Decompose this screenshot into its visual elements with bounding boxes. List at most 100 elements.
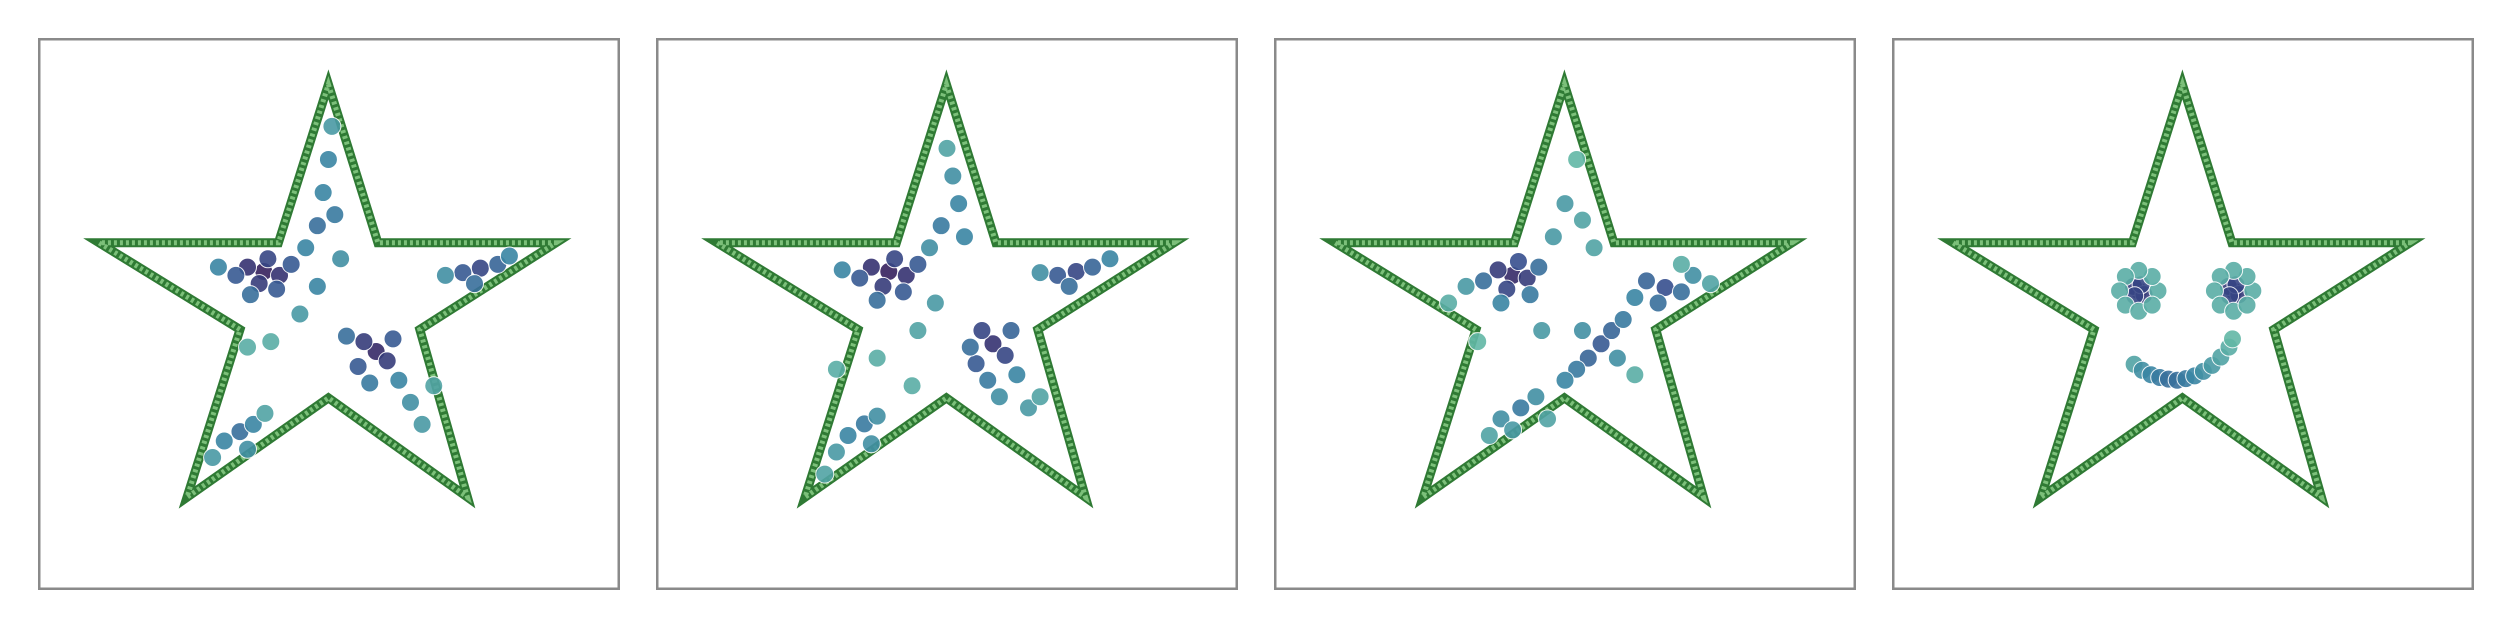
scatter-point [267,279,287,299]
scatter-point [1648,293,1668,313]
scatter-point [885,249,905,269]
star-outline [1953,84,2410,497]
scatter-point [867,290,887,310]
scatter-point [1511,398,1531,418]
scatter-point [348,356,368,376]
panel-frame [38,38,620,590]
scatter-point [1538,409,1558,429]
panel-frame [1274,38,1856,590]
scatter-point [902,376,922,396]
scatter-point [1701,274,1720,294]
scatter-point [1474,271,1494,291]
scatter-point [937,138,957,158]
scatter-point [1468,332,1488,352]
scatter-point [1584,238,1604,258]
scatter-point [908,321,928,341]
scatter-point [983,334,1003,354]
scatter-point [354,332,374,352]
scatter-point [307,276,327,296]
scatter-point [1007,365,1027,385]
panel-frame [1892,38,2474,590]
scatter-point [1439,293,1459,313]
points [1439,149,1720,445]
scatter-point [331,249,351,269]
points [2110,260,2263,390]
scatter-point [203,448,223,468]
scatter-point [954,227,974,247]
scatter-point [383,329,403,349]
scatter-point [1503,420,1523,440]
scatter-point [989,387,1009,407]
scatter-point [1572,321,1592,341]
scatter-point [1030,263,1050,283]
scatter-point [1529,257,1549,277]
scatter-point [1578,348,1598,368]
scatter-point [424,376,444,396]
scatter-point [258,249,278,269]
scatter-point [832,260,852,280]
star-outline [99,84,556,497]
scatter-point [1567,149,1587,169]
scatter-point [1479,425,1499,445]
scatter-point [1532,321,1552,341]
scatter-point [377,351,397,371]
scatter-point [255,403,275,423]
scatter-point [412,414,432,434]
panel [656,38,1238,590]
scatter-point [943,166,963,186]
scatter-point [318,149,338,169]
scatter-point [1018,398,1038,418]
panel [1892,38,2474,590]
scatter-point [931,216,951,236]
scatter-point [243,414,263,434]
scatter-point [949,194,969,214]
scatter-point [861,257,881,277]
scatter-point [281,254,301,274]
scatter-point [2142,295,2162,315]
scatter-point [2237,295,2257,315]
scatter-point [1555,370,1575,390]
scatter-point [240,285,260,305]
points [815,138,1120,484]
scatter-point [214,431,234,451]
scatter-point [389,370,409,390]
scatter-point [296,238,316,258]
scatter-point [893,282,913,302]
scatter-point [1602,321,1622,341]
scatter-point [1567,359,1587,379]
scatter-point [336,326,356,346]
scatter-point [850,268,870,288]
scatter-point [313,183,333,203]
scatter-point [1456,276,1476,296]
scatter-point [1636,271,1656,291]
scatter-point [238,337,258,357]
scatter-point [1625,287,1645,307]
scatter-point [867,406,887,426]
scatter-point [208,257,228,277]
scatter-point [920,238,940,258]
scatter-point [908,254,928,274]
scatter-point [1001,321,1021,341]
scatter-point [1100,249,1120,269]
scatter-point [815,464,835,484]
scatter-point [1083,257,1102,277]
scatter-point [1607,348,1627,368]
panel [1274,38,1856,590]
scatter-point [1543,227,1563,247]
scatter-point [2222,329,2242,349]
scatter-point [499,246,519,266]
scatter-point [1491,293,1511,313]
scatter-point [465,274,484,294]
scatter-point [867,348,887,368]
scatter-point [995,345,1015,365]
scatter-point [838,425,858,445]
scatter-point [925,293,945,313]
scatter-point [1526,387,1546,407]
scatter-point [972,321,992,341]
scatter-point [1508,252,1528,272]
scatter-point [226,265,246,285]
scatter-point [1683,265,1703,285]
star-outline [1335,84,1792,497]
scatter-point [1671,254,1691,274]
